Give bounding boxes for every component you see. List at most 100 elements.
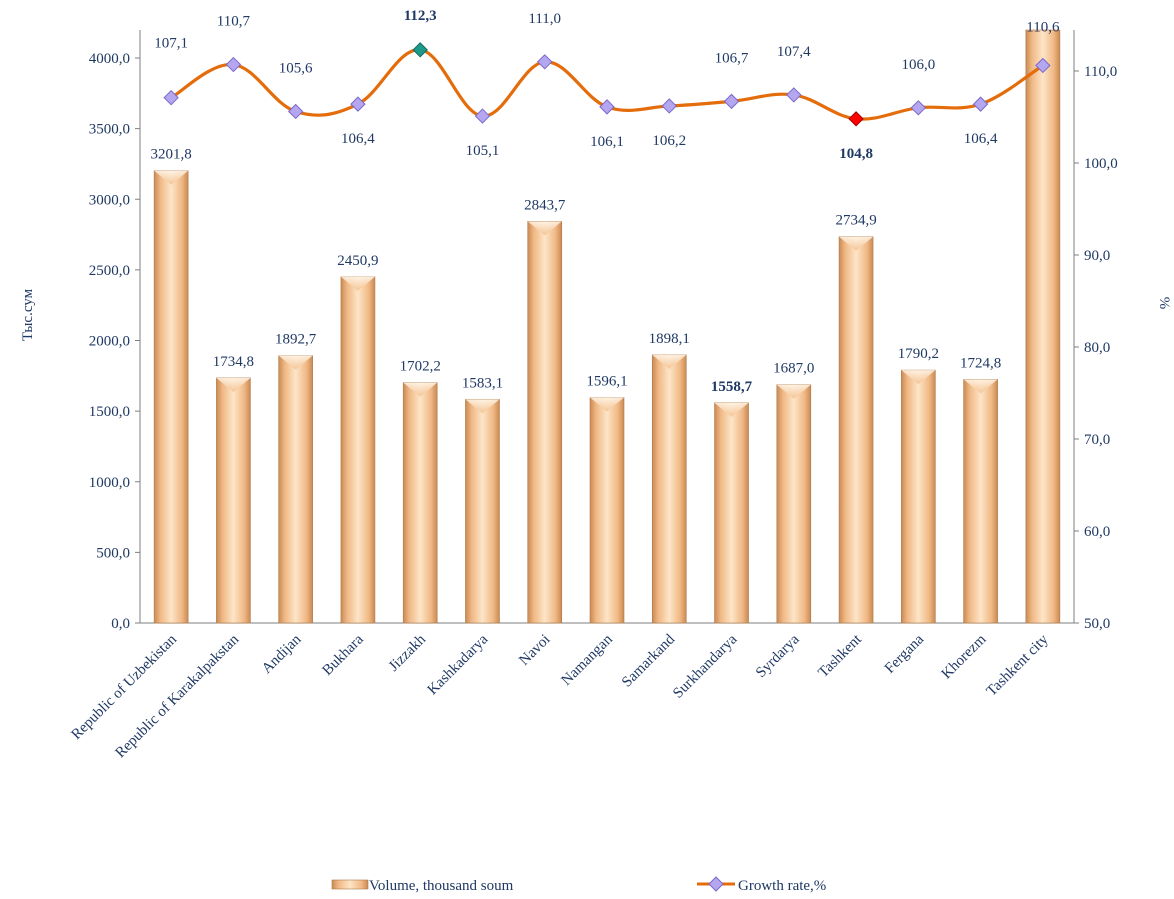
right-tick-label: 70,0 — [1084, 432, 1110, 448]
growth-marker — [910, 100, 927, 116]
bar-cap — [714, 402, 749, 417]
category-label: Bukhara — [320, 631, 367, 678]
bar-cap — [901, 370, 936, 385]
growth-marker — [786, 87, 802, 103]
growth-value-label: 110,6 — [1026, 19, 1060, 35]
bar-value-label: 1702,2 — [400, 359, 441, 375]
bar-cap — [776, 384, 811, 399]
line-data-labels: 107,1 110,7 105,6 106,4 112,3 105,1 111,0 106,1… — [154, 8, 1060, 162]
left-tick-label: 0,0 — [111, 616, 130, 632]
left-tick-label: 1000,0 — [89, 475, 130, 491]
legend-item-bars: Volume, thousand soum — [331, 878, 514, 894]
category-label: Jizzakh — [386, 631, 429, 674]
legend-item-line: Growth rate,% — [697, 876, 826, 894]
growth-value-label: 107,1 — [154, 36, 188, 52]
growth-marker — [350, 96, 366, 112]
growth-marker — [723, 93, 740, 110]
growth-marker — [848, 111, 864, 127]
growth-marker — [599, 99, 615, 115]
bar — [714, 402, 749, 624]
growth-value-label: 106,2 — [652, 133, 686, 149]
left-tick-label: 1500,0 — [89, 404, 130, 420]
growth-value-label: 107,4 — [777, 44, 811, 60]
growth-value-label: 106,4 — [964, 131, 998, 147]
right-tick-label: 110,0 — [1084, 64, 1117, 80]
bar-cap — [340, 276, 375, 291]
bar-value-label: 2450,9 — [337, 253, 378, 269]
bar-value-label: 2843,7 — [524, 197, 566, 213]
bar-value-label: 1724,8 — [960, 355, 1001, 371]
bar — [340, 276, 376, 624]
right-tick-label: 50,0 — [1084, 616, 1110, 632]
growth-marker — [163, 89, 179, 106]
bar-value-label: 1734,8 — [213, 354, 254, 370]
bar-value-label: 1898,1 — [649, 331, 690, 347]
bar-data-labels: 3201,8 1734,8 1892,7 2450,9 1702,2 1583,1 2843… — [151, 147, 1002, 395]
bar-value-label: 1892,7 — [275, 332, 317, 348]
bar — [1025, 29, 1061, 624]
growth-value-label: 106,0 — [901, 57, 935, 73]
category-label: Syrdarya — [753, 631, 803, 681]
category-label: Navoi — [516, 632, 553, 669]
bar — [278, 355, 313, 624]
growth-value-label: 106,1 — [590, 134, 624, 150]
growth-value-label: 104,8 — [839, 146, 873, 162]
bar-cap — [403, 382, 438, 397]
growth-marker — [474, 108, 491, 124]
category-label: Tashkent city — [984, 631, 1052, 699]
category-label: Namangan — [559, 631, 617, 689]
growth-value-label: 105,6 — [279, 60, 313, 76]
growth-line — [170, 48, 1044, 121]
growth-marker — [287, 103, 304, 120]
growth-value-label: 112,3 — [404, 8, 437, 24]
growth-marker — [412, 42, 428, 58]
growth-value-label: 105,1 — [466, 143, 500, 159]
right-axis-title: % — [1156, 297, 1172, 310]
bar-value-label: 3201,8 — [151, 147, 192, 163]
bar-value-label: 1583,1 — [462, 375, 503, 391]
bar — [838, 236, 874, 624]
legend: Volume, thousand soum Growth rate,% — [331, 876, 826, 894]
bar-cap — [465, 399, 500, 414]
right-tick-label: 80,0 — [1084, 340, 1110, 356]
category-label: Fergana — [882, 631, 928, 677]
right-tick-label: 60,0 — [1084, 524, 1110, 540]
legend-bar-swatch — [331, 879, 369, 890]
left-tick-label: 3000,0 — [89, 192, 130, 208]
left-tick-label: 2500,0 — [89, 263, 130, 279]
bar-cap — [154, 170, 189, 185]
left-tick-label: 4000,0 — [89, 51, 130, 67]
category-label: Samarkand — [619, 631, 678, 690]
bar-cap — [216, 377, 251, 392]
growth-marker — [225, 56, 242, 73]
category-label: Republic of Uzbekistan — [68, 631, 180, 743]
growth-value-label: 106,7 — [715, 50, 749, 66]
bar — [216, 377, 251, 624]
category-label: Khorezm — [939, 631, 990, 682]
bar — [901, 369, 936, 624]
legend-bar-label: Volume, thousand soum — [369, 878, 514, 894]
bar — [402, 382, 438, 624]
bar-cap — [839, 236, 874, 251]
left-tick-label: 500,0 — [96, 545, 130, 561]
right-axis: 50,0 60,0 70,0 80,0 90,0 100,0 110,0 % — [1073, 30, 1172, 632]
legend-marker-icon — [708, 876, 724, 892]
left-tick-label: 3500,0 — [89, 122, 130, 138]
line-series — [163, 42, 1051, 127]
growth-marker — [661, 98, 677, 114]
bar — [527, 221, 563, 624]
growth-marker — [1035, 57, 1051, 74]
category-label: Andijan — [259, 631, 305, 677]
left-axis: 0,0 500,0 1000,0 1500,0 2000,0 2500,0 3000,0 35… — [20, 30, 141, 632]
category-label: Kashkadarya — [425, 631, 492, 698]
bar-value-label: 1790,2 — [898, 346, 939, 362]
bar — [651, 354, 687, 624]
bar — [465, 399, 500, 624]
right-tick-label: 100,0 — [1084, 156, 1118, 172]
bar-series — [153, 29, 1061, 624]
bar — [776, 384, 812, 624]
growth-value-label: 106,4 — [341, 131, 375, 147]
category-label: Surkhandarya — [670, 631, 740, 701]
growth-value-label: 110,7 — [217, 14, 251, 30]
